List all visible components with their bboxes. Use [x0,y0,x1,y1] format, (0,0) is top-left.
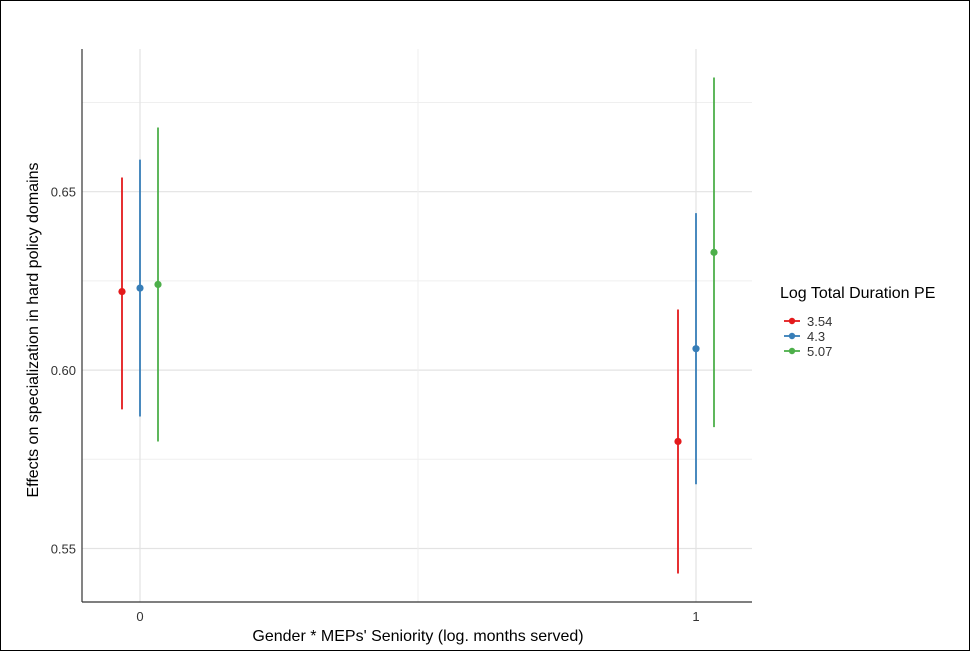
point-estimate [710,248,718,256]
point-estimate [154,280,162,289]
y-axis-label: Effects on specialization in hard policy… [25,163,42,498]
legend-key-point [788,332,796,340]
y-tick-label: 0.55 [51,541,76,556]
point-estimate [674,437,682,446]
grid [82,49,752,602]
y-tick-label: 0.60 [51,363,76,378]
x-tick-label: 0 [136,609,143,624]
legend-label: 3.54 [807,314,832,329]
point-estimate [692,345,700,353]
point-estimate [136,284,144,292]
legend-key-point [788,347,796,355]
legend-key-point [788,317,796,325]
point-estimate [118,288,126,296]
legend: Log Total Duration PE 3.544.35.07 [780,285,935,359]
legend-label: 5.07 [807,344,832,359]
y-tick-labels: 0.55 0.60 0.65 [51,185,76,557]
y-tick-label: 0.65 [51,185,76,200]
x-tick-label: 1 [692,609,699,624]
legend-label: 4.3 [807,329,825,344]
axes [81,49,752,603]
x-axis-label: Gender * MEPs' Seniority (log. months se… [252,628,583,645]
data-marks [118,77,718,574]
legend-title: Log Total Duration PE [780,285,935,302]
